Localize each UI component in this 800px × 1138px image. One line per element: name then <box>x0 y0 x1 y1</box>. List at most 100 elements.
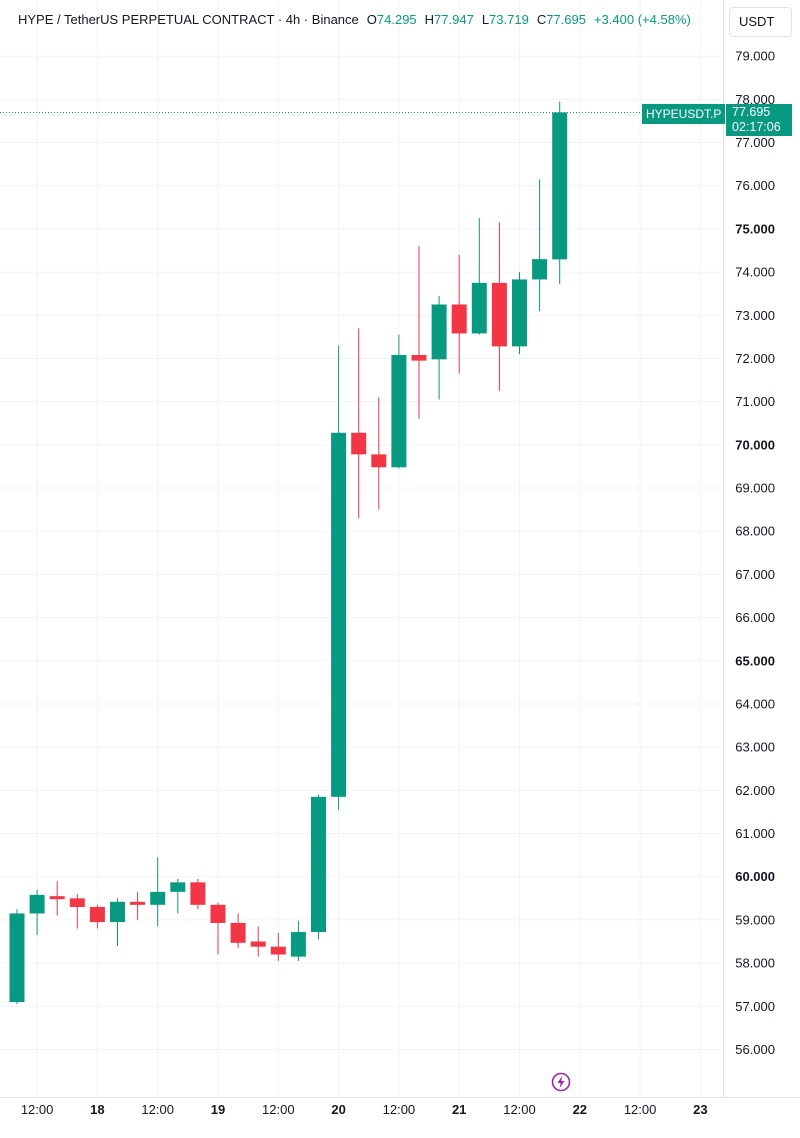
x-tick-label: 12:00 <box>262 1102 295 1117</box>
candle-down <box>411 246 427 419</box>
candle-body <box>512 279 527 347</box>
y-tick-label: 66.000 <box>735 610 775 625</box>
candle-body <box>250 941 266 947</box>
y-tick-label: 58.000 <box>735 956 775 971</box>
badge-countdown: 02:17:06 <box>732 119 781 134</box>
y-tick-label: 69.000 <box>735 481 775 496</box>
time-scale[interactable]: 12:00 18 12:00 19 12:00 20 12:00 21 12:00 22 12:00… <box>21 1102 708 1117</box>
candle-body <box>290 932 306 957</box>
candle-up <box>150 857 166 927</box>
candle-body <box>130 901 146 905</box>
candle-down <box>270 932 286 961</box>
candle-up <box>552 101 568 285</box>
symbol-title[interactable]: HYPE / TetherUS PERPETUAL CONTRACT · 4h … <box>18 12 359 27</box>
candle-body <box>351 432 367 455</box>
x-tick-label: 12:00 <box>624 1102 657 1117</box>
candle-down <box>190 878 206 910</box>
candle-down <box>491 222 507 391</box>
y-tick-label: 74.000 <box>735 265 775 280</box>
candle-body <box>49 896 65 900</box>
candle-up <box>512 272 527 355</box>
y-tick-label: 59.000 <box>735 912 775 927</box>
y-tick-label: 72.000 <box>735 351 775 366</box>
y-tick-label: 73.000 <box>735 308 775 323</box>
x-tick-label: 19 <box>211 1102 225 1117</box>
candle-body <box>552 112 568 260</box>
open-value: 74.295 <box>376 12 417 27</box>
low-label: L <box>481 12 490 27</box>
y-tick-label: 77.000 <box>735 135 775 150</box>
candles <box>9 101 568 1005</box>
candle-body <box>190 882 206 905</box>
price-scale-border <box>723 0 724 1097</box>
candle-body <box>371 454 387 468</box>
candle-down <box>371 397 387 510</box>
x-tick-label: 12:00 <box>503 1102 536 1117</box>
candle-up <box>532 179 548 311</box>
candle-up <box>311 794 326 940</box>
currency-button[interactable]: USDT <box>729 7 792 37</box>
y-tick-label: 65.000 <box>735 653 775 668</box>
candle-body <box>471 282 487 334</box>
candle-up <box>110 898 125 946</box>
candle-down <box>451 254 467 374</box>
candle-up <box>431 295 447 400</box>
candle-body <box>532 259 548 280</box>
low-value: 73.719 <box>489 12 529 27</box>
change-value: +3.400 (+4.58%) <box>593 12 691 27</box>
candle-body <box>391 355 407 468</box>
y-tick-label: 75.000 <box>735 221 775 236</box>
lightning-bolt-icon[interactable] <box>551 1072 571 1092</box>
candle-body <box>210 904 226 923</box>
y-tick-label: 64.000 <box>735 696 775 711</box>
y-tick-label: 78.000 <box>735 92 775 107</box>
badge-symbol: HYPEUSDT.P <box>642 103 726 124</box>
candle-body <box>110 901 125 923</box>
candle-down <box>89 904 105 929</box>
y-tick-label: 63.000 <box>735 740 775 755</box>
candle-body <box>9 913 25 1002</box>
grid <box>0 0 723 1097</box>
candle-body <box>270 946 286 955</box>
x-tick-label: 21 <box>452 1102 466 1117</box>
y-tick-label: 60.000 <box>735 869 775 884</box>
candle-body <box>431 304 447 360</box>
y-tick-label: 68.000 <box>735 524 775 539</box>
open-label: O <box>366 12 377 27</box>
candle-body <box>331 432 347 797</box>
candle-body <box>230 922 246 943</box>
candle-up <box>170 878 186 914</box>
high-value: 77.947 <box>434 12 474 27</box>
close-value: 77.695 <box>546 12 586 27</box>
x-tick-label: 12:00 <box>383 1102 416 1117</box>
candle-body <box>451 304 467 334</box>
y-tick-label: 71.000 <box>735 394 775 409</box>
candle-body <box>150 891 166 905</box>
time-scale-border <box>0 1097 800 1098</box>
candle-down <box>69 894 85 929</box>
candle-up <box>29 889 45 936</box>
high-label: H <box>424 12 435 27</box>
candle-body <box>311 796 326 933</box>
y-tick-label: 61.000 <box>735 826 775 841</box>
y-tick-label: 70.000 <box>735 437 775 452</box>
y-tick-label: 67.000 <box>735 567 775 582</box>
candle-down <box>230 913 246 948</box>
x-tick-label: 23 <box>693 1102 707 1117</box>
candle-up <box>471 218 487 335</box>
candle-down <box>210 902 226 955</box>
badge-price: 77.695 <box>732 104 771 119</box>
candle-down <box>351 328 367 519</box>
x-tick-label: 18 <box>90 1102 104 1117</box>
x-tick-label: 20 <box>331 1102 345 1117</box>
candle-body <box>69 898 85 907</box>
candle-body <box>411 355 427 361</box>
symbol-legend: HYPE / TetherUS PERPETUAL CONTRACT · 4h … <box>18 12 691 27</box>
y-tick-label: 79.000 <box>735 49 775 64</box>
candle-body <box>491 282 507 347</box>
price-scale[interactable]: 56.000 57.000 58.000 59.000 60.000 61.000 62.0… <box>735 49 775 1057</box>
close-label: C <box>536 12 547 27</box>
badge-price-box: 77.695 02:17:06 <box>726 103 792 136</box>
